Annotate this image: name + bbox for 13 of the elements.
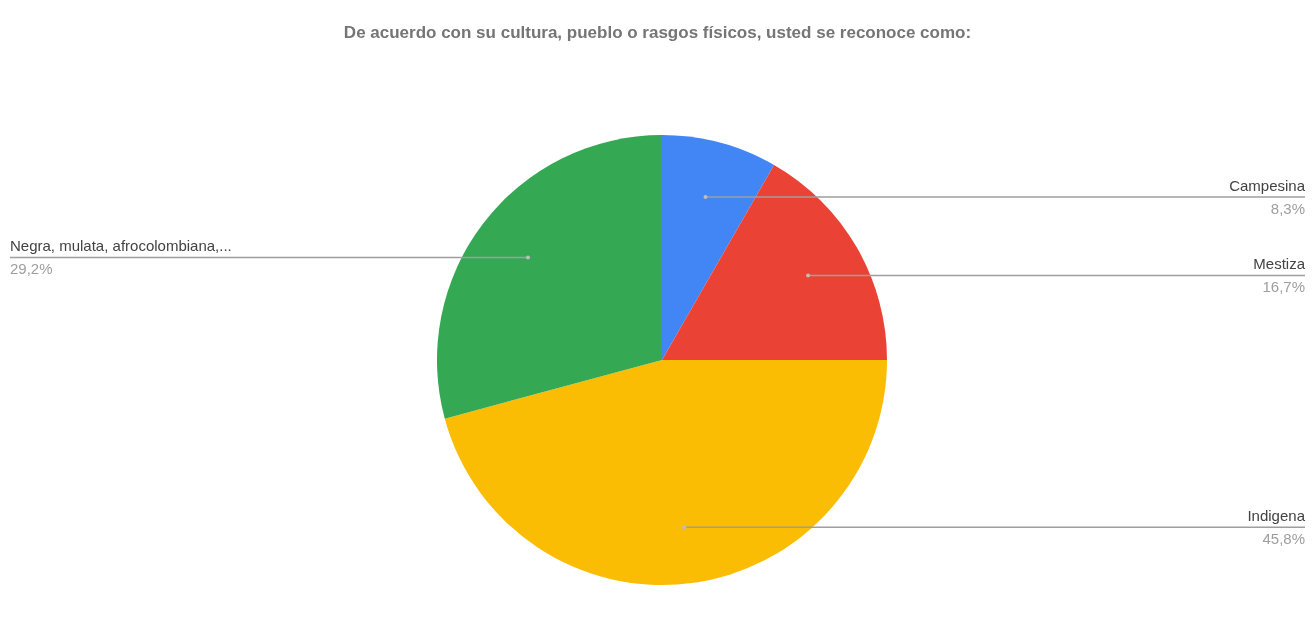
pie-slice xyxy=(662,164,887,360)
slice-label: Indigena xyxy=(1247,507,1306,525)
chart-title: De acuerdo con su cultura, pueblo o rasgos físicos, usted se reconoce como: xyxy=(343,23,972,42)
data-label: 8,3% xyxy=(1270,199,1305,217)
data-label: 45,8% xyxy=(1262,530,1305,548)
pie-slice xyxy=(662,135,775,360)
slice-label: Campesina xyxy=(1229,176,1306,194)
pie-slice xyxy=(437,135,662,419)
slice-label: Negra, mulata, afrocolombiana,... xyxy=(10,237,232,255)
pie-slice xyxy=(444,360,887,585)
data-label: 29,2% xyxy=(10,260,53,278)
slice-label: Mestiza xyxy=(1253,255,1306,273)
data-label: 16,7% xyxy=(1262,278,1305,296)
